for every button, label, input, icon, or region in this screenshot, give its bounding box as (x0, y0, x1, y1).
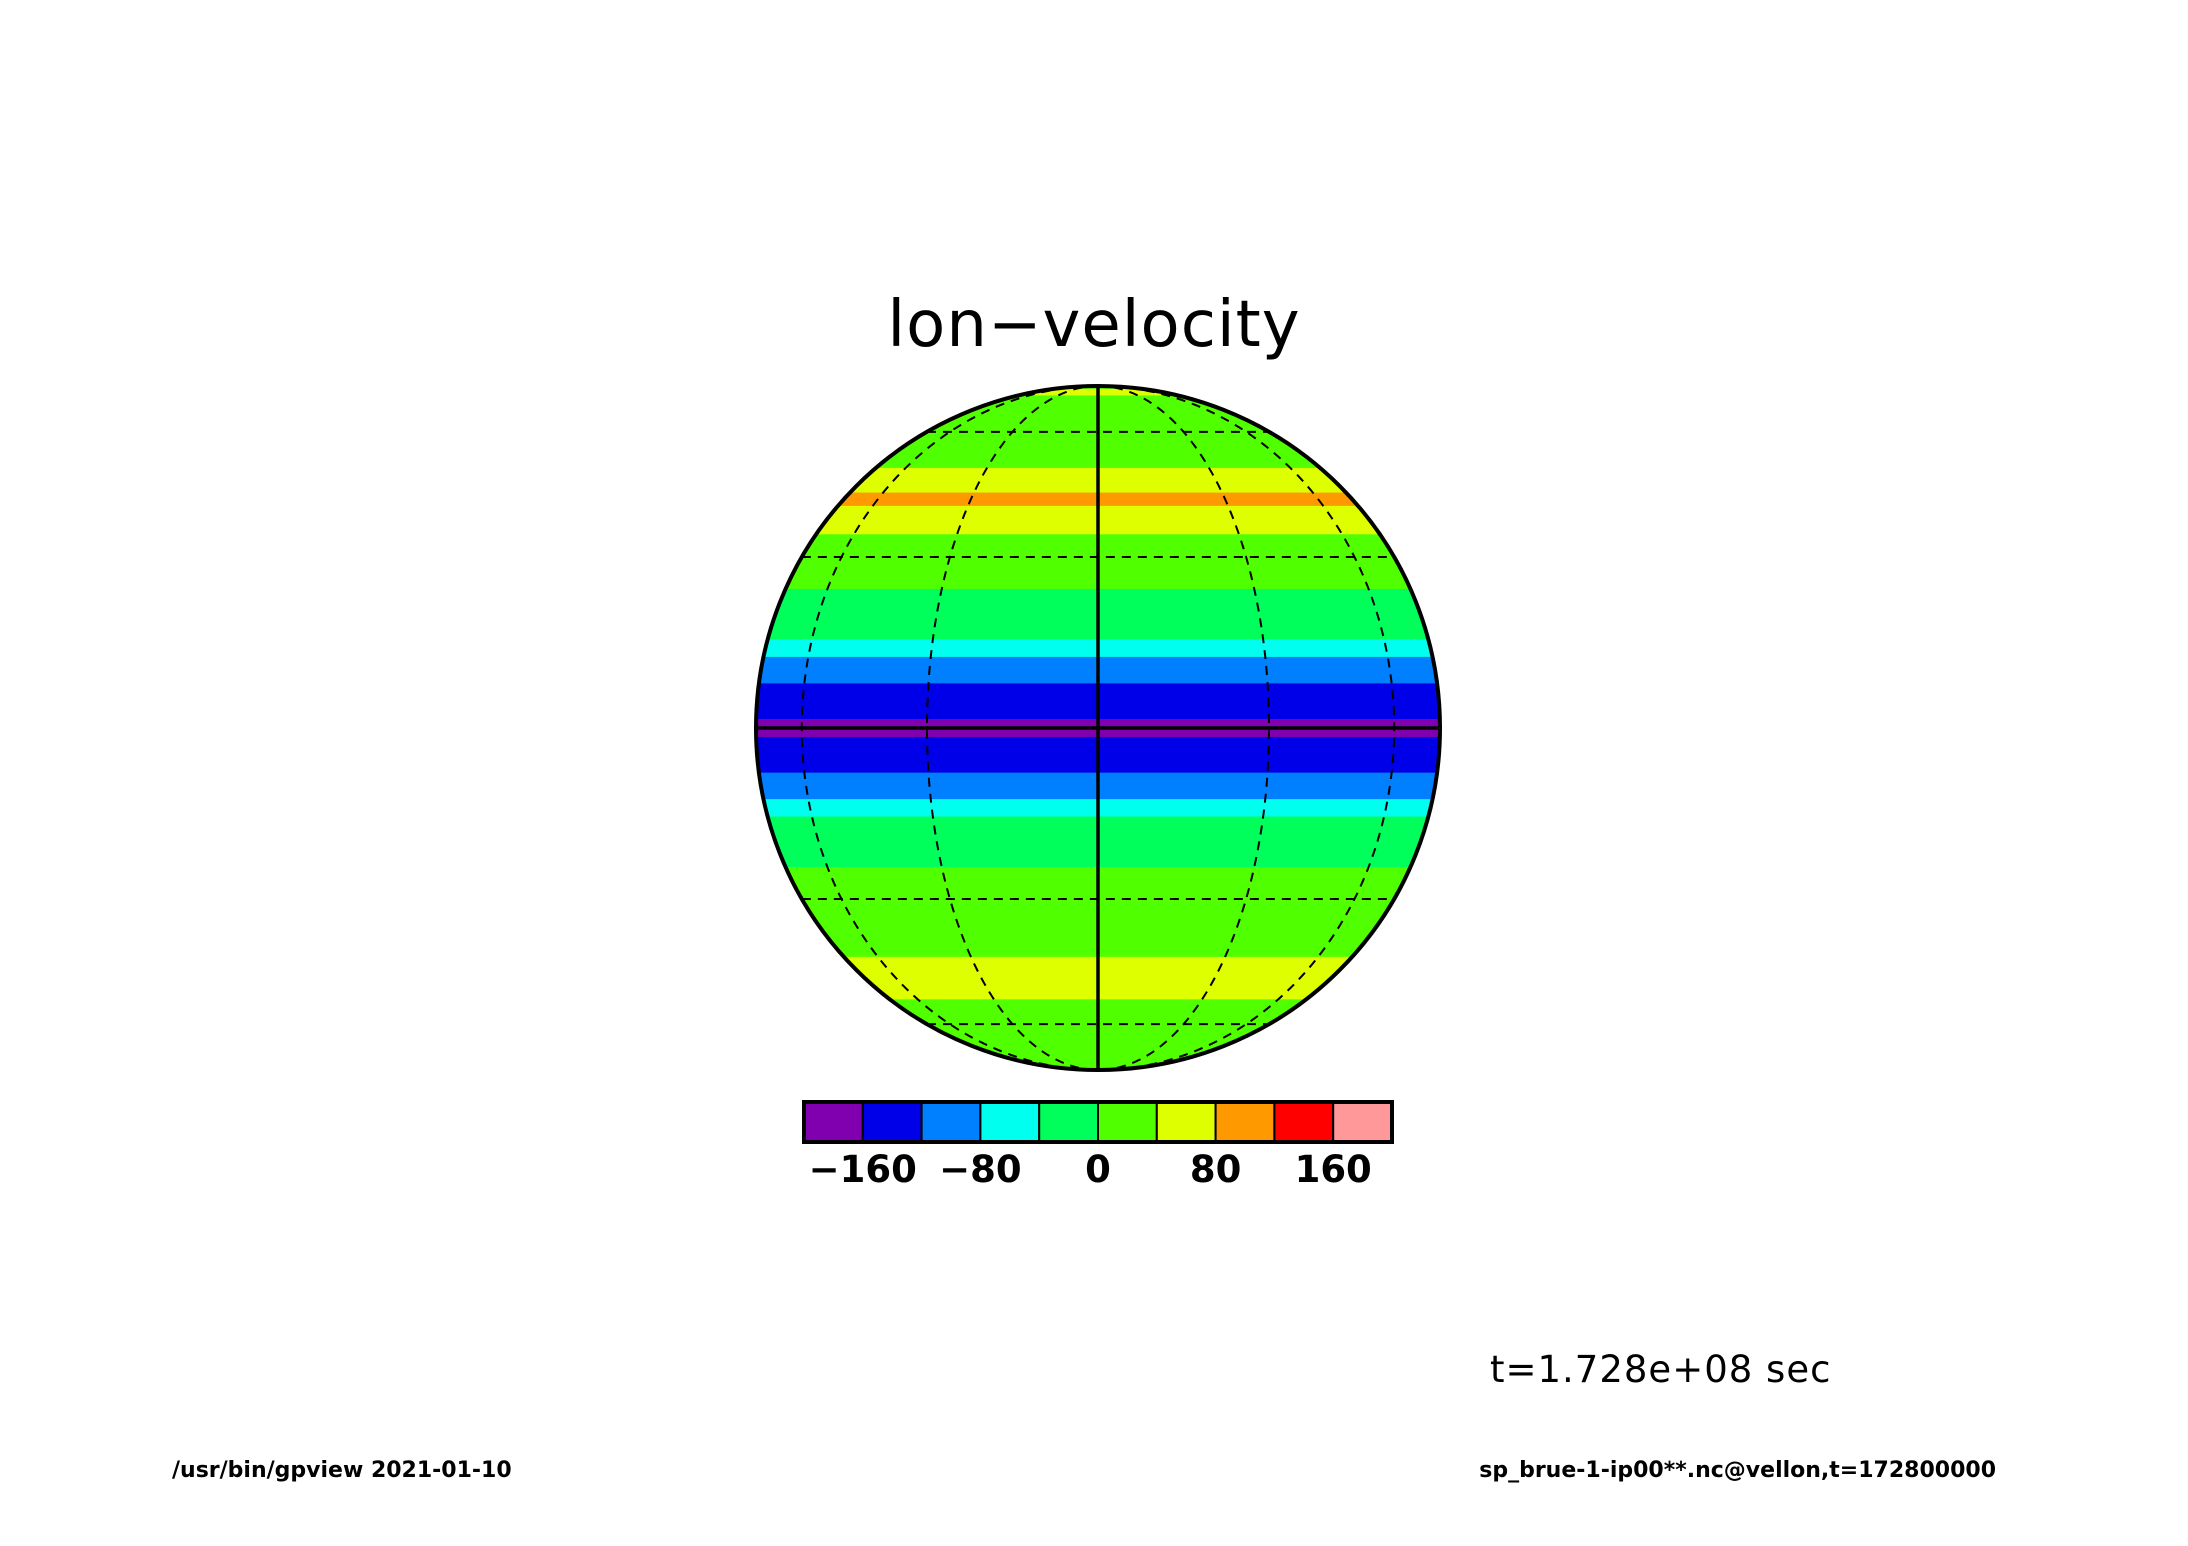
chart-title: lon−velocity (887, 288, 1301, 362)
footer-source-file: sp_brue-1-ip00**.nc@vellon,t=172800000 (1479, 1458, 1996, 1483)
colorbar-swatch (1038, 1101, 1099, 1143)
time-label: t=1.728e+08 sec (1490, 1348, 1832, 1391)
colorbar-swatch (920, 1101, 982, 1143)
footer-program-date: /usr/bin/gpview 2021-01-10 (172, 1458, 512, 1483)
colorbar-swatch (1273, 1101, 1335, 1143)
colorbar-swatch (803, 1101, 864, 1143)
colorbar-frame (802, 1100, 1394, 1144)
colorbar-swatch (979, 1101, 1041, 1143)
colorbar-tick-label: −80 (939, 1148, 1022, 1191)
colorbar-tick-label: 0 (1085, 1148, 1111, 1191)
colorbar-swatch (1332, 1101, 1393, 1143)
colorbar-swatch (861, 1101, 923, 1143)
globe-outline (754, 384, 1442, 1072)
colorbar-tick-label: 160 (1294, 1148, 1372, 1191)
colorbar-tick-label: 80 (1189, 1148, 1242, 1191)
colorbar-swatch (1097, 1101, 1158, 1143)
colorbar-swatch (1155, 1101, 1217, 1143)
colorbar-tick-label: −160 (808, 1148, 917, 1191)
colorbar-swatch (1214, 1101, 1276, 1143)
